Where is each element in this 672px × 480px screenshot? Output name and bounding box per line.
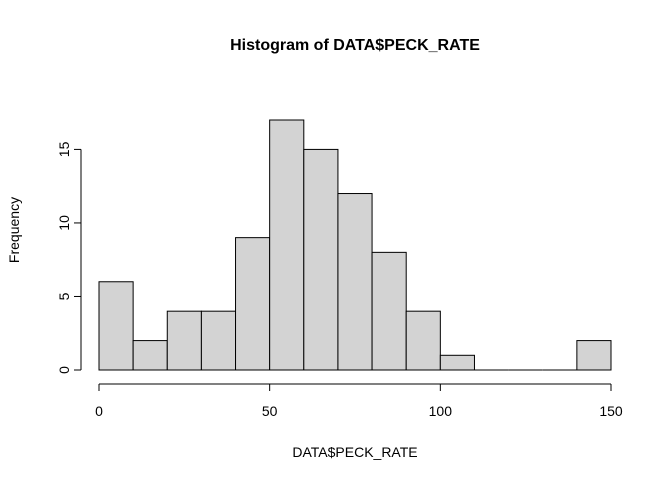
histogram-bar-0 <box>98 281 134 371</box>
bars-group <box>98 119 612 371</box>
histogram-bar-14 <box>576 340 612 371</box>
histogram-bar-3 <box>200 310 237 371</box>
y-tick-label-0: 0 <box>56 366 72 374</box>
x-tick-label-3: 150 <box>599 403 623 419</box>
x-tick-label-1: 50 <box>262 403 278 419</box>
x-axis: 0 50 100 150 <box>95 383 623 419</box>
y-tick-label-1: 5 <box>56 292 72 300</box>
histogram-bar-7 <box>337 193 373 371</box>
y-axis: 0 5 10 15 <box>56 141 82 374</box>
histogram-bar-8 <box>371 251 407 371</box>
histogram-bar-4 <box>235 237 271 371</box>
histogram-bar-1 <box>132 340 168 371</box>
x-axis-label: DATA$PECK_RATE <box>292 444 417 460</box>
y-tick-label-2: 10 <box>56 215 72 231</box>
histogram-bar-2 <box>166 310 202 371</box>
chart-title: Histogram of DATA$PECK_RATE <box>230 37 480 54</box>
histogram-bar-5 <box>269 119 305 371</box>
x-tick-label-0: 0 <box>95 403 103 419</box>
histogram-bar-6 <box>303 148 339 371</box>
histogram-bar-10 <box>439 354 475 371</box>
histogram-bar-9 <box>405 310 441 371</box>
x-tick-label-2: 100 <box>429 403 453 419</box>
y-axis-label: Frequency <box>6 197 22 263</box>
y-tick-label-3: 15 <box>56 141 72 157</box>
